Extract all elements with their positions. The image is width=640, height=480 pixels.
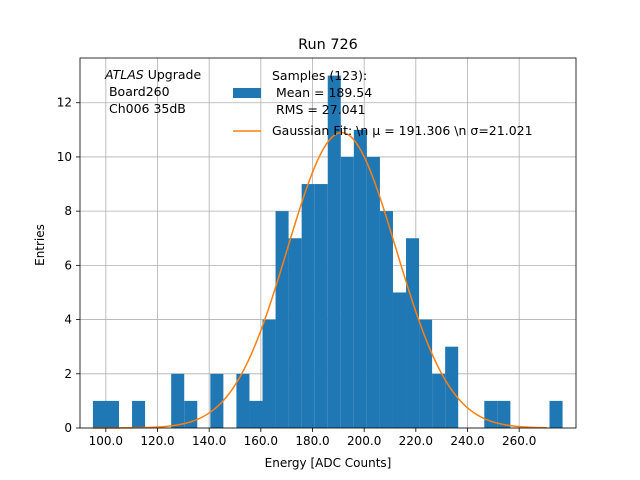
annotation-line-3: Ch006 35dB xyxy=(105,101,186,116)
x-tick-label: 200.0 xyxy=(347,434,381,448)
legend-samples-line-2: Mean = 189.54 xyxy=(272,85,372,100)
x-tick-label: 120.0 xyxy=(140,434,174,448)
y-tick-label: 8 xyxy=(64,204,72,218)
histogram-bar xyxy=(105,400,120,428)
y-tick-label: 0 xyxy=(64,421,72,435)
histogram-bar xyxy=(184,400,198,428)
y-tick-label: 10 xyxy=(57,150,72,164)
x-axis-label: Energy [ADC Counts] xyxy=(265,456,392,470)
x-tick-label: 220.0 xyxy=(399,434,433,448)
annotation-upgrade: Upgrade xyxy=(144,67,202,82)
y-axis-ticks: 0 2 4 6 8 10 12 xyxy=(57,96,80,435)
axes-frame xyxy=(79,57,577,429)
y-tick-label: 4 xyxy=(64,313,72,327)
histogram-bar xyxy=(249,400,263,428)
histogram-bar xyxy=(353,129,367,429)
y-tick-label: 12 xyxy=(57,96,72,110)
y-axis-label: Entries xyxy=(33,224,47,266)
histogram-bar xyxy=(379,211,393,428)
legend-samples-patch xyxy=(233,88,261,98)
annotation-line-2: Board260 xyxy=(105,84,170,99)
x-axis-ticks: 100.0 120.0 140.0 160.0 180.0 200.0 220.0 240.0… xyxy=(89,428,536,448)
histogram-bar xyxy=(549,400,563,428)
x-tick-label: 100.0 xyxy=(89,434,123,448)
histogram-bar xyxy=(432,373,446,428)
chart-title: Run 726 xyxy=(298,37,358,53)
histogram-bar xyxy=(210,373,224,428)
histogram-bar xyxy=(392,292,407,428)
x-tick-label: 260.0 xyxy=(502,434,536,448)
histogram-bar xyxy=(171,373,185,428)
histogram-bar xyxy=(366,156,380,428)
legend-samples-line-1: Samples (123): xyxy=(272,68,367,83)
histogram-bar xyxy=(340,156,354,428)
histogram-bar xyxy=(288,238,302,428)
histogram-bars xyxy=(92,75,563,429)
histogram-bar xyxy=(406,238,420,428)
legend-fit-label: Gaussian Fit: \n μ = 191.306 \n σ=21.021 xyxy=(272,123,533,138)
histogram-bar xyxy=(445,346,459,428)
x-tick-label: 140.0 xyxy=(192,434,226,448)
atlas-annotation: ATLAS Upgrade Board260 Ch006 35dB xyxy=(104,67,201,116)
histogram-bar xyxy=(301,184,315,428)
histogram-bar xyxy=(132,400,146,428)
x-tick-label: 180.0 xyxy=(295,434,329,448)
histogram-bar xyxy=(497,400,511,428)
legend: Samples (123): Mean = 189.54 RMS = 27.04… xyxy=(233,68,533,138)
histogram-bar xyxy=(236,373,250,428)
gaussian-fit-line xyxy=(92,131,547,429)
histogram-bar xyxy=(327,75,341,428)
histogram-bar xyxy=(314,184,328,428)
legend-samples-line-3: RMS = 27.041 xyxy=(272,102,366,117)
histogram-bar xyxy=(484,400,498,428)
histogram-bar xyxy=(275,211,289,428)
y-tick-label: 2 xyxy=(64,367,72,381)
atlas-italic: ATLAS xyxy=(104,67,144,82)
annotation-line-1: ATLAS Upgrade xyxy=(104,67,201,82)
y-tick-label: 6 xyxy=(64,258,72,272)
histogram-bar xyxy=(419,319,433,428)
x-tick-label: 240.0 xyxy=(450,434,484,448)
x-tick-label: 160.0 xyxy=(244,434,278,448)
histogram-bar xyxy=(262,319,276,428)
histogram-bar xyxy=(92,400,106,428)
